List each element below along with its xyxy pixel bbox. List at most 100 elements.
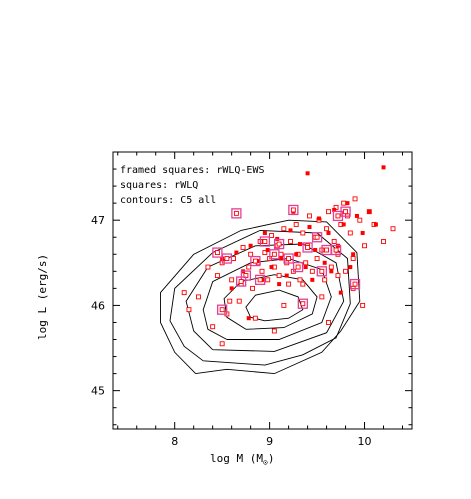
tick-layer: 8 9 10 45 46 47 (91, 151, 412, 448)
point-open (265, 277, 271, 283)
point-open (229, 277, 235, 283)
point-open (219, 341, 225, 347)
point-open (319, 294, 325, 300)
point-framed-inner (219, 307, 225, 313)
point-open (326, 320, 331, 325)
point-layer (181, 165, 396, 347)
point-filled (322, 260, 327, 265)
point-framed-inner (214, 250, 220, 256)
point-open (326, 209, 331, 215)
point-framed (283, 253, 294, 264)
point-filled (248, 243, 253, 248)
point-framed (340, 206, 351, 217)
point-open (303, 260, 309, 266)
point-framed-inner (238, 279, 244, 285)
point-framed (311, 232, 323, 243)
point-open (288, 239, 293, 244)
point-framed-inner (352, 281, 358, 287)
point-framed (235, 276, 247, 287)
point-framed (250, 255, 261, 267)
point-filled (329, 269, 334, 274)
point-filled (229, 286, 234, 291)
point-open (262, 250, 268, 256)
point-filled (284, 273, 289, 278)
point-open (278, 251, 284, 257)
point-open (362, 243, 367, 249)
point-filled (338, 290, 343, 295)
point-filled (294, 252, 299, 257)
point-open (250, 285, 255, 291)
point-open (205, 264, 211, 270)
point-framed-inner (271, 251, 277, 257)
point-filled (341, 222, 346, 227)
point-filled (265, 248, 270, 253)
point-filled (307, 225, 312, 230)
point-framed-inner (262, 239, 268, 244)
point-open (307, 213, 312, 219)
x-tick-label: 9 (266, 435, 273, 448)
y-axis-label: log L (erg/s) (36, 254, 49, 340)
point-open (246, 264, 252, 270)
point-open (350, 256, 356, 261)
y-tick-label: 45 (91, 385, 105, 398)
point-filled (367, 209, 372, 214)
annotation-line-1: framed squares: rWLQ-EWS (120, 165, 265, 176)
point-open (381, 239, 386, 244)
point-open (271, 328, 277, 334)
point-framed (297, 298, 308, 309)
point-open (341, 200, 347, 206)
point-filled (234, 250, 239, 255)
point-filled (310, 277, 315, 282)
point-filled (345, 201, 350, 206)
point-open (240, 245, 246, 250)
point-filled (348, 265, 353, 270)
point-filled (326, 230, 331, 235)
point-framed-inner (335, 213, 341, 219)
point-framed-inner (314, 234, 320, 240)
point-open (331, 239, 337, 244)
point-filled (373, 222, 378, 227)
point-open (300, 281, 306, 287)
y-tick-label: 46 (91, 299, 105, 312)
y-tick-label: 47 (91, 214, 105, 227)
point-open (214, 273, 220, 279)
point-open (252, 315, 258, 321)
point-open (293, 221, 299, 227)
point-open (248, 251, 254, 257)
contour-1 (245, 289, 304, 322)
point-filled (269, 265, 274, 270)
point-open (347, 230, 353, 236)
point-open (181, 290, 187, 296)
point-open (269, 233, 274, 238)
point-framed (302, 242, 313, 253)
point-filled (256, 259, 261, 264)
point-framed (330, 244, 342, 256)
point-framed-inner (276, 241, 282, 247)
point-framed-inner (305, 245, 311, 250)
point-framed (273, 238, 285, 250)
point-filled (279, 256, 284, 261)
point-filled (354, 213, 359, 218)
point-open (286, 281, 292, 287)
point-framed (288, 204, 299, 216)
point-filled (360, 230, 365, 235)
annotation-line-2: squares: rWLQ (120, 180, 198, 191)
point-open (324, 226, 330, 232)
point-filled (351, 252, 356, 257)
point-open (309, 268, 315, 274)
point-framed (217, 304, 228, 315)
point-framed-inner (324, 247, 330, 253)
point-open (276, 273, 282, 279)
point-framed (292, 261, 304, 273)
point-filled (277, 282, 282, 287)
point-framed-inner (333, 247, 339, 253)
point-framed (259, 236, 271, 247)
x-tick-label: 8 (171, 435, 178, 448)
point-framed-inner (286, 256, 292, 261)
point-open (210, 324, 216, 330)
point-framed-inner (257, 277, 263, 283)
point-framed (349, 278, 361, 290)
x-tick-label: 10 (358, 435, 372, 448)
point-framed (231, 208, 242, 219)
point-filled (288, 228, 293, 233)
